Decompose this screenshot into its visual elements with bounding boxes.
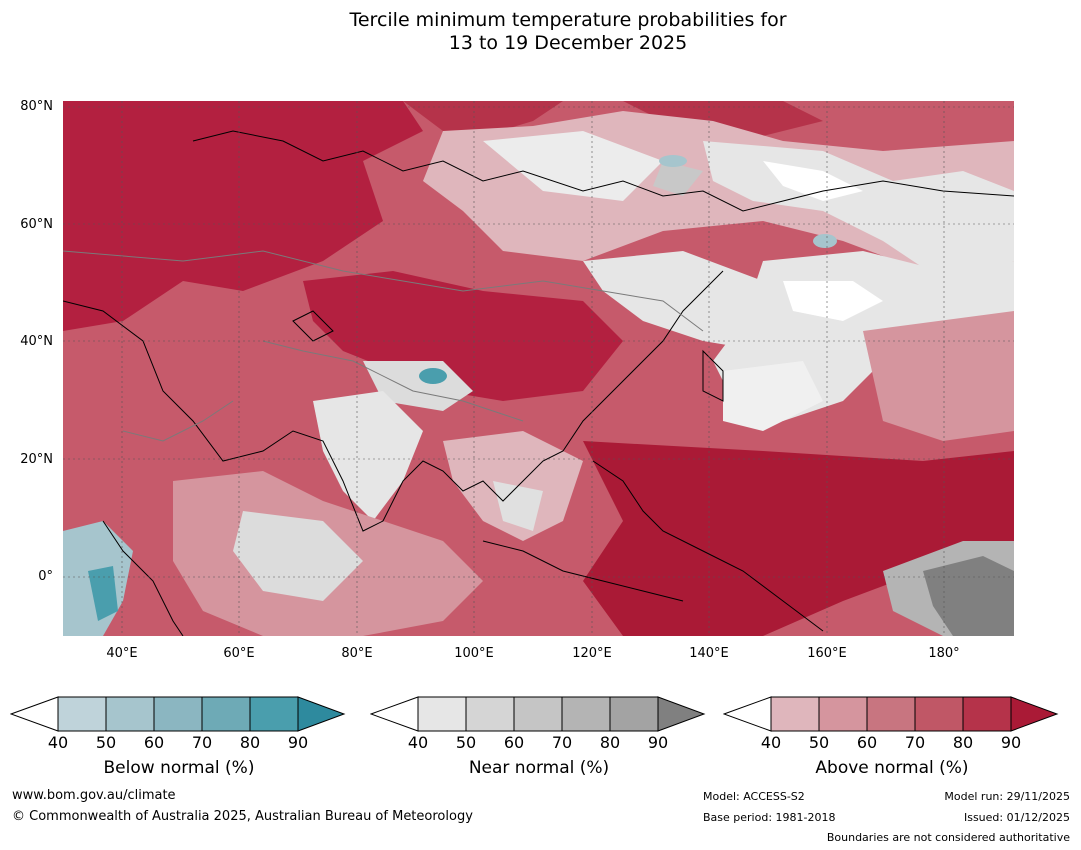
tick: 70 <box>551 733 573 752</box>
region-near-normal-india <box>313 391 423 521</box>
region-grey-patch-1 <box>653 161 703 196</box>
region-near-normal-se-asia <box>493 481 543 531</box>
graticule <box>63 101 1014 636</box>
above-normal-swatch-1 <box>770 696 820 732</box>
lat-label-0: 0° <box>38 569 53 584</box>
tick: 40 <box>760 733 782 752</box>
above-normal-max-extend <box>1010 696 1059 732</box>
region-white-east-siberia <box>763 161 863 201</box>
below-normal-swatch-5 <box>249 696 299 732</box>
map-title: Tercile minimum temperature probabilitie… <box>0 9 1081 55</box>
above-normal-swatch-3 <box>866 696 916 732</box>
lat-label-40n: 40°N <box>20 334 53 349</box>
title-line-2: 13 to 19 December 2025 <box>448 32 688 54</box>
issued-text: Issued: 01/12/2025 <box>963 811 1070 824</box>
lat-label-20n: 20°N <box>20 452 53 467</box>
near-normal-swatch-3 <box>513 696 563 732</box>
tick: 40 <box>407 733 429 752</box>
tick: 80 <box>599 733 621 752</box>
region-dark-west-pacific <box>583 441 1014 636</box>
region-white-pacific-1 <box>783 281 883 321</box>
region-dark-central-asia <box>303 271 623 401</box>
tick: 50 <box>95 733 117 752</box>
above-normal-swatch-5 <box>962 696 1012 732</box>
tick: 90 <box>647 733 669 752</box>
below-patch-kamchatka <box>813 234 837 248</box>
region-white-pacific-2 <box>723 361 823 431</box>
tick: 90 <box>287 733 309 752</box>
below-normal-swatch-4 <box>201 696 251 732</box>
near-normal-label: Near normal (%) <box>468 758 610 778</box>
above-normal-swatch-4 <box>914 696 964 732</box>
title-line-1: Tercile minimum temperature probabilitie… <box>349 9 787 31</box>
region-pink-east-pacific <box>863 311 1014 441</box>
country-boundaries <box>63 250 704 442</box>
tick: 60 <box>143 733 165 752</box>
lon-label-100e: 100°E <box>454 646 494 661</box>
region-near-normal-indian-ocean <box>233 511 363 601</box>
tick: 50 <box>808 733 830 752</box>
coastlines <box>63 130 1014 636</box>
tick: 70 <box>191 733 213 752</box>
map-canvas <box>63 101 1014 636</box>
lon-label-160e: 160°E <box>807 646 847 661</box>
region-near-normal-siberia <box>483 131 663 201</box>
website-link[interactable]: www.bom.gov.au/climate <box>12 788 176 803</box>
below-patch-siberia <box>659 155 687 167</box>
below-normal-colorbar <box>10 696 346 732</box>
tick: 70 <box>904 733 926 752</box>
model-run-text: Model run: 29/11/2025 <box>944 790 1070 803</box>
lon-label-180: 180° <box>928 646 960 661</box>
above-normal-swatch-2 <box>818 696 868 732</box>
near-normal-swatch-4 <box>561 696 611 732</box>
lon-label-140e: 140°E <box>689 646 729 661</box>
lat-label-60n: 60°N <box>20 217 53 232</box>
region-below-east-africa-strong <box>88 566 118 621</box>
copyright-text: © Commonwealth of Australia 2025, Austra… <box>12 809 473 824</box>
region-dark-north <box>403 101 563 136</box>
near-normal-min-extend <box>370 696 419 732</box>
tick: 90 <box>1000 733 1022 752</box>
near-normal-swatch-2 <box>465 696 515 732</box>
probability-map[interactable] <box>63 101 1014 636</box>
below-normal-label: Below normal (%) <box>103 758 255 778</box>
model-text: Model: ACCESS-S2 <box>703 790 805 803</box>
near-normal-max-extend <box>657 696 706 732</box>
above-normal-label: Above normal (%) <box>815 758 969 778</box>
lat-label-80n: 80°N <box>20 99 53 114</box>
lon-label-60e: 60°E <box>223 646 255 661</box>
below-patch-tibet <box>419 368 447 384</box>
tick: 60 <box>856 733 878 752</box>
region-near-normal-strong <box>923 556 1014 636</box>
near-normal-swatch-5 <box>609 696 659 732</box>
near-normal-colorbar <box>370 696 706 732</box>
below-normal-swatch-2 <box>105 696 155 732</box>
tick: 80 <box>239 733 261 752</box>
below-normal-swatch-3 <box>153 696 203 732</box>
tick: 60 <box>503 733 525 752</box>
above-normal-min-extend <box>723 696 772 732</box>
below-normal-max-extend <box>297 696 346 732</box>
near-normal-swatch-1 <box>417 696 467 732</box>
lon-label-40e: 40°E <box>106 646 138 661</box>
tick: 50 <box>455 733 477 752</box>
region-dark-north-east <box>623 101 823 136</box>
tick: 40 <box>47 733 69 752</box>
lon-label-120e: 120°E <box>572 646 612 661</box>
boundaries-note: Boundaries are not considered authoritat… <box>826 831 1070 844</box>
below-normal-min-extend <box>10 696 59 732</box>
tick: 80 <box>952 733 974 752</box>
lon-label-80e: 80°E <box>341 646 373 661</box>
base-period-text: Base period: 1981-2018 <box>703 811 836 824</box>
above-normal-colorbar <box>723 696 1059 732</box>
below-normal-swatch-1 <box>57 696 107 732</box>
